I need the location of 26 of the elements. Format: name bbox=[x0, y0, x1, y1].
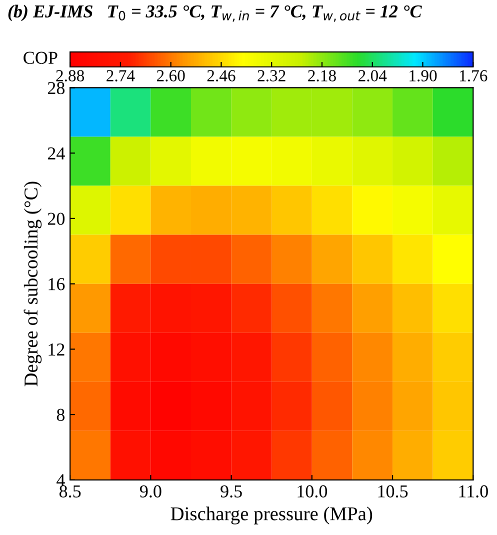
y-tick-label: 8 bbox=[56, 408, 65, 421]
color-bar-label: 1.76 bbox=[460, 70, 488, 82]
y-tick-label: 12 bbox=[48, 343, 64, 356]
y-tick-label: 16 bbox=[48, 278, 65, 290]
x-tick-label: 11.0 bbox=[459, 485, 488, 498]
x-tick-label: 10.5 bbox=[378, 485, 408, 498]
color-bar-label: 2.60 bbox=[156, 70, 185, 82]
x-axis-title: Discharge pressure (MPa) bbox=[170, 506, 372, 524]
y-tick-label: 28 bbox=[48, 82, 65, 94]
x-tick-label: 9.5 bbox=[220, 485, 242, 498]
color-bar-label: 1.90 bbox=[410, 70, 437, 82]
x-tick-label: 9.0 bbox=[140, 485, 162, 498]
chart-title: (b) EJ-IMS T$_{0}$ = 33.5 °C, T$_{w,in}$ = 7 °C, T$_{w,out}$ = 12 °C bbox=[8, 4, 422, 22]
y-tick-label: 20 bbox=[48, 212, 65, 225]
color-bar-label: 2.18 bbox=[308, 70, 336, 82]
color-bar-label: 2.46 bbox=[207, 70, 236, 82]
x-tick-label: 8.5 bbox=[59, 485, 81, 498]
color-bar-label: 2.74 bbox=[106, 70, 135, 82]
x-tick-label: 10.0 bbox=[298, 485, 328, 498]
y-tick-label: 24 bbox=[48, 147, 65, 160]
y-axis-title: Degree of subcooling (°C) bbox=[24, 182, 42, 386]
y-tick-label: 4 bbox=[56, 474, 65, 486]
color-bar-title: COP bbox=[24, 52, 58, 64]
color-bar-label: 2.32 bbox=[258, 70, 286, 82]
color-bar-label: 2.04 bbox=[358, 70, 387, 82]
color-bar-label: 2.88 bbox=[56, 70, 84, 82]
